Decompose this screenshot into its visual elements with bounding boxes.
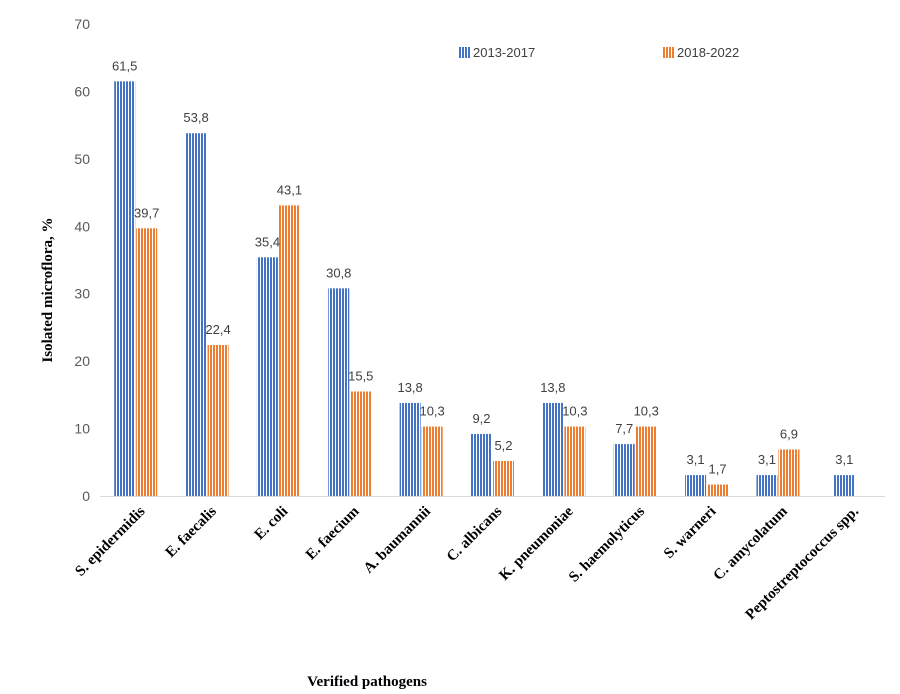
legend-swatch: [663, 47, 674, 58]
data-label: 22,4: [205, 322, 230, 337]
data-label: 39,7: [134, 205, 159, 220]
bar-2018-2022-e-faecium: [350, 391, 372, 496]
data-label: 9,2: [472, 411, 490, 426]
y-tick-label: 20: [74, 353, 90, 369]
legend-swatch: [459, 47, 470, 58]
data-label: 10,3: [562, 404, 587, 419]
bar-2018-2022-k-pneumoniae: [564, 426, 586, 496]
bar-2018-2022-c-albicans: [493, 460, 514, 496]
bar-2018-2022-s-haemolyticus: [635, 426, 657, 496]
y-tick-label: 50: [74, 151, 90, 167]
x-category-label: A. baumannii: [361, 504, 434, 577]
bar-2013-2017-s-warneri: [685, 475, 707, 496]
bar-2018-2022-s-warneri: [707, 484, 729, 496]
y-tick-label: 30: [74, 286, 90, 302]
y-tick-label: 0: [82, 488, 90, 504]
bar-2018-2022-s-epidermidis: [136, 228, 158, 496]
data-label: 3,1: [758, 452, 776, 467]
legend-label: 2013-2017: [473, 45, 535, 60]
bar-2013-2017-k-pneumoniae: [542, 402, 564, 496]
y-axis-ticks: 0 10 20 30 40 50 60 70: [74, 16, 90, 504]
x-category-label: S. epidermidis: [72, 503, 148, 579]
data-label: 3,1: [835, 452, 853, 467]
data-label: 10,3: [634, 404, 659, 419]
x-category-label: C. albicans: [444, 503, 506, 565]
data-label: 35,4: [255, 234, 280, 249]
bar-2013-2017-e-faecalis: [185, 133, 207, 496]
data-label: 15,5: [348, 368, 373, 383]
x-axis-title: Verified pathogens: [307, 674, 427, 690]
x-category-label: S. haemolyticus: [566, 503, 648, 585]
bar-2013-2017-e-coli: [256, 257, 278, 496]
x-category-label: E. faecium: [303, 503, 363, 563]
bar-2013-2017-s-epidermidis: [114, 81, 136, 497]
y-tick-label: 40: [74, 218, 90, 234]
bar-2018-2022-e-coli: [278, 205, 300, 496]
x-category-label: E. coli: [252, 504, 292, 544]
data-label: 1,7: [709, 462, 727, 477]
x-category-label: C. amycolatum: [711, 503, 792, 584]
y-tick-label: 10: [74, 421, 90, 437]
data-label: 10,3: [419, 404, 444, 419]
bar-2013-2017-c-albicans: [471, 433, 492, 496]
bar-2013-2017-a-baumannii: [399, 402, 421, 496]
bar-2018-2022-c-amycolatum: [778, 449, 800, 496]
bar-2013-2017-e-faecium: [328, 288, 350, 496]
data-label: 7,7: [615, 421, 633, 436]
bar-2013-2017-s-haemolyticus: [613, 444, 635, 496]
data-labels: 61,5 39,7 53,8 22,4 35,4 43,1 30,8 15,5 13,8 10,3…: [112, 58, 853, 476]
data-label: 53,8: [183, 110, 208, 125]
bar-2018-2022-e-faecalis: [207, 344, 229, 496]
x-category-label: K. pneumoniae: [496, 503, 577, 584]
data-label: 13,8: [540, 380, 565, 395]
data-label: 43,1: [277, 182, 302, 197]
y-axis-title: Isolated microflora, %: [40, 217, 56, 362]
legend-label: 2018-2022: [677, 45, 739, 60]
x-category-label: S. warneri: [661, 504, 719, 562]
bar-2013-2017-c-amycolatum: [756, 475, 778, 496]
data-label: 30,8: [326, 265, 351, 280]
x-axis-categories: S. epidermidis E. faecalis E. coli E. faeci…: [72, 503, 862, 623]
data-label: 5,2: [494, 438, 512, 453]
data-label: 13,8: [397, 380, 422, 395]
bars: [114, 81, 855, 497]
data-label: 61,5: [112, 58, 137, 73]
x-category-label: E. faecalis: [163, 503, 220, 560]
bar-2013-2017-peptostreptococcus-spp-: [833, 475, 855, 496]
y-tick-label: 60: [74, 83, 90, 99]
data-label: 6,9: [780, 426, 798, 441]
y-tick-label: 70: [74, 16, 90, 32]
data-label: 3,1: [687, 452, 705, 467]
legend: 2013-2017 2018-2022: [459, 45, 739, 60]
bar-2018-2022-a-baumannii: [421, 426, 443, 496]
